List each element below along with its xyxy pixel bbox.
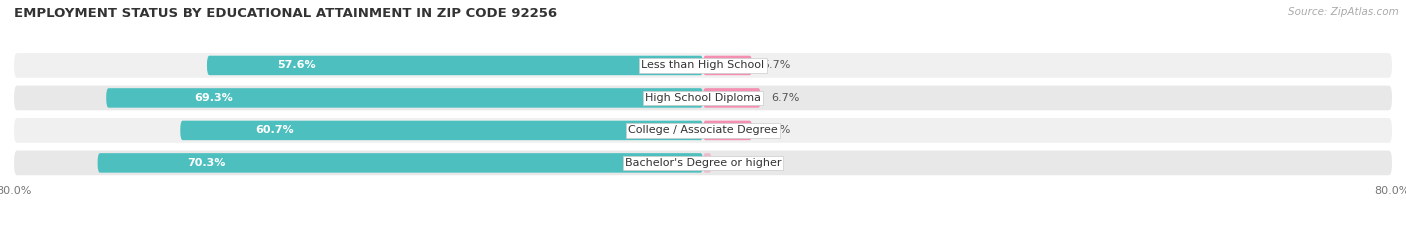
Text: 5.7%: 5.7% xyxy=(762,125,790,135)
FancyBboxPatch shape xyxy=(107,88,703,108)
FancyBboxPatch shape xyxy=(14,151,1392,175)
FancyBboxPatch shape xyxy=(703,153,711,173)
FancyBboxPatch shape xyxy=(703,88,761,108)
Text: 69.3%: 69.3% xyxy=(194,93,233,103)
Text: College / Associate Degree: College / Associate Degree xyxy=(628,125,778,135)
FancyBboxPatch shape xyxy=(14,118,1392,143)
FancyBboxPatch shape xyxy=(180,121,703,140)
Text: 6.7%: 6.7% xyxy=(770,93,800,103)
Text: 70.3%: 70.3% xyxy=(187,158,226,168)
Text: 60.7%: 60.7% xyxy=(254,125,294,135)
FancyBboxPatch shape xyxy=(703,56,752,75)
FancyBboxPatch shape xyxy=(703,121,752,140)
FancyBboxPatch shape xyxy=(97,153,703,173)
Text: 0.0%: 0.0% xyxy=(721,158,751,168)
Text: High School Diploma: High School Diploma xyxy=(645,93,761,103)
Text: Less than High School: Less than High School xyxy=(641,60,765,70)
Text: Bachelor's Degree or higher: Bachelor's Degree or higher xyxy=(624,158,782,168)
Text: EMPLOYMENT STATUS BY EDUCATIONAL ATTAINMENT IN ZIP CODE 92256: EMPLOYMENT STATUS BY EDUCATIONAL ATTAINM… xyxy=(14,7,557,20)
Text: 57.6%: 57.6% xyxy=(277,60,315,70)
Text: Source: ZipAtlas.com: Source: ZipAtlas.com xyxy=(1288,7,1399,17)
Text: 5.7%: 5.7% xyxy=(762,60,790,70)
FancyBboxPatch shape xyxy=(14,53,1392,78)
FancyBboxPatch shape xyxy=(207,56,703,75)
FancyBboxPatch shape xyxy=(14,86,1392,110)
